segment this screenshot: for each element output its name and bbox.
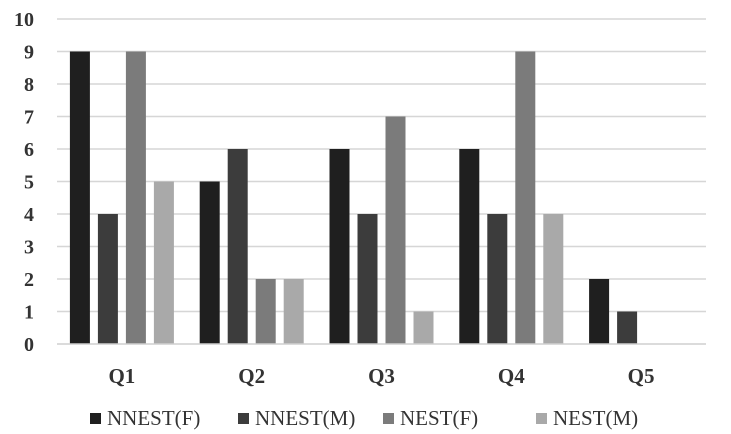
x-tick-label: Q5: [628, 364, 655, 388]
x-tick-label: Q2: [238, 364, 265, 388]
x-tick-label: Q4: [498, 364, 525, 388]
bar-q1-series-4: [153, 181, 174, 344]
x-axis-ticks: Q1 Q2 Q3 Q4 Q5: [108, 364, 654, 388]
legend-item: NNEST(M): [238, 406, 355, 430]
legend-swatch: [90, 413, 101, 424]
bars: [69, 51, 638, 344]
bar-q5-series-1: [589, 279, 610, 344]
y-axis-ticks: 0 1 2 3 4 5 6 7 8 9 10: [14, 9, 34, 356]
legend-label: NEST(F): [400, 406, 478, 430]
bar-q2-series-4: [283, 279, 304, 344]
y-tick-label: 1: [24, 302, 34, 324]
legend-swatch: [238, 413, 249, 424]
bar-q5-series-2: [617, 311, 638, 344]
y-tick-label: 7: [24, 107, 34, 129]
legend-label: NNEST(M): [255, 406, 355, 430]
legend-item: NNEST(F): [90, 406, 200, 430]
bar-q1-series-3: [125, 51, 146, 344]
bar-q1-series-2: [97, 214, 118, 344]
y-tick-label: 6: [24, 139, 34, 161]
bar-q3-series-1: [329, 149, 350, 344]
bar-q4-series-2: [487, 214, 508, 344]
y-tick-label: 10: [14, 9, 34, 31]
bar-q4-series-3: [515, 51, 536, 344]
bar-q2-series-1: [199, 181, 220, 344]
bar-q4-series-4: [543, 214, 564, 344]
bar-q4-series-1: [459, 149, 480, 344]
y-tick-label: 8: [24, 74, 34, 96]
legend: NNEST(F) NNEST(M) NEST(F) NEST(M): [90, 406, 638, 430]
legend-swatch: [383, 413, 394, 424]
bar-q3-series-4: [413, 311, 434, 344]
legend-swatch: [536, 413, 547, 424]
y-tick-label: 5: [24, 172, 34, 194]
legend-label: NEST(M): [553, 406, 638, 430]
legend-item: NEST(M): [536, 406, 638, 430]
x-tick-label: Q1: [108, 364, 135, 388]
y-tick-label: 2: [24, 269, 34, 291]
legend-item: NEST(F): [383, 406, 478, 430]
bar-q2-series-3: [255, 279, 276, 344]
legend-label: NNEST(F): [107, 406, 200, 430]
bar-q2-series-2: [227, 149, 248, 344]
y-tick-label: 0: [24, 334, 34, 356]
y-tick-label: 4: [24, 204, 34, 226]
y-tick-label: 9: [24, 42, 34, 64]
x-tick-label: Q3: [368, 364, 395, 388]
bar-q3-series-2: [357, 214, 378, 344]
bar-q3-series-3: [385, 116, 406, 344]
y-tick-label: 3: [24, 237, 34, 259]
bar-q1-series-1: [69, 51, 90, 344]
